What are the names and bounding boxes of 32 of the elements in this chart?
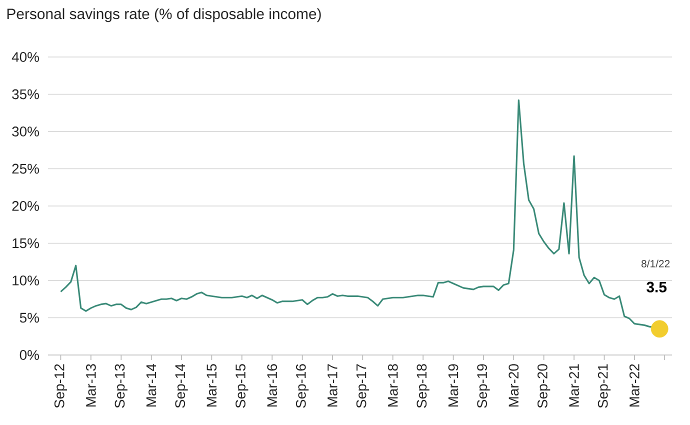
x-tick-label: Sep-16 [296,364,309,408]
x-tick-label: Sep-15 [236,364,248,408]
x-tick-label: Sep-14 [175,364,188,408]
x-tick-label: Mar-16 [267,364,278,407]
x-tick-label: Sep-13 [114,364,128,408]
x-tick-label: Sep-17 [356,364,369,408]
x-tick-label: Mar-21 [569,364,579,407]
x-tick-label: Sep-19 [477,364,490,408]
x-tick-label: Sep-12 [54,364,68,408]
x-tick-label: Mar-19 [448,364,458,407]
x-tick-label: Mar-15 [206,364,217,407]
y-tick-label: 10% [12,276,39,286]
y-tick-label: 25% [12,164,39,174]
x-tick-label: Mar-14 [146,364,156,407]
x-tick-label: Sep-18 [416,364,430,408]
x-tick-label: Sep-20 [538,364,550,408]
annotation: 8/1/22 [642,260,670,268]
y-tick-label: 20% [12,201,39,211]
x-tick-label: Mar-18 [388,364,398,407]
y-tick-label: 30% [12,126,39,136]
y-tick-label: 40% [12,52,39,62]
y-tick-label: 35% [12,89,39,100]
x-tick-label: Mar-20 [508,364,519,407]
y-tick-label: 0% [20,350,39,360]
x-tick-label: Mar-17 [328,364,338,407]
annotation: 3.5 [646,282,667,292]
chart-title: Personal savings rate (% of disposable income) [7,8,321,22]
x-tick-label: Mar-13 [86,364,96,407]
x-tick-label: Sep-21 [598,364,611,408]
x-tick-label: Mar-22 [629,364,640,407]
y-tick-label: 15% [12,238,39,248]
y-tick-label: 5% [20,312,39,323]
